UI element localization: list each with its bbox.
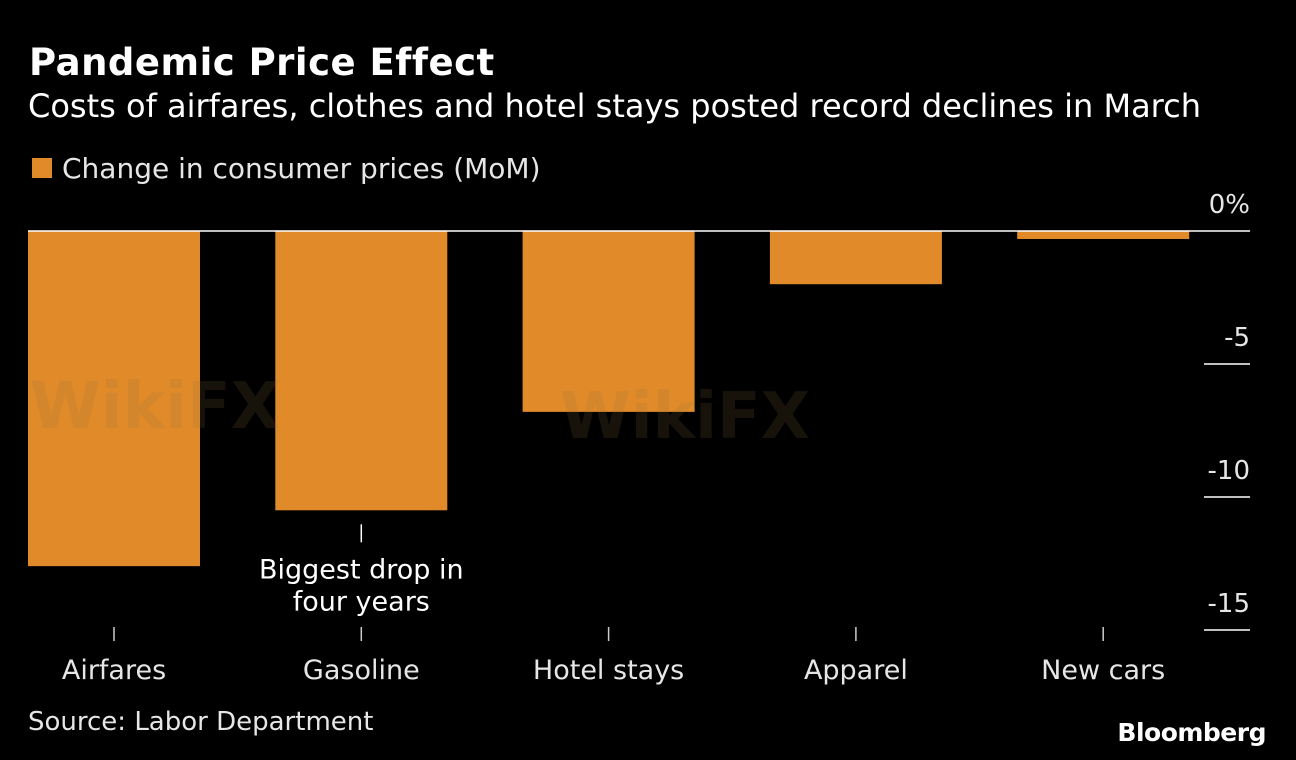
legend-label: Change in consumer prices (MoM) xyxy=(62,151,541,185)
bar-hotel-stays xyxy=(522,231,695,412)
x-tick-label: Gasoline xyxy=(303,655,420,686)
bar-airfares xyxy=(28,231,200,567)
x-tick-label: Hotel stays xyxy=(533,655,684,686)
y-tick-label: -15 xyxy=(1208,589,1250,619)
x-tick-label: New cars xyxy=(1041,655,1165,686)
y-tick-label: -10 xyxy=(1208,456,1250,486)
chart-subtitle: Costs of airfares, clothes and hotel sta… xyxy=(28,87,1201,125)
source-note: Source: Labor Department xyxy=(28,707,374,737)
x-tick-label: Airfares xyxy=(62,655,166,686)
annotation-text: Biggest drop in xyxy=(259,554,464,585)
y-tick-label: 0% xyxy=(1209,190,1250,220)
legend-swatch xyxy=(32,158,52,178)
annotation-text: four years xyxy=(293,586,430,617)
chart-title: Pandemic Price Effect xyxy=(29,41,495,84)
chart-area: 0% -5 -10 -15 Airfares Gasoline Hotel stays App… xyxy=(28,190,1250,686)
bar-apparel xyxy=(769,231,942,285)
chart-legend: Change in consumer prices (MoM) xyxy=(32,148,541,188)
x-tick-label: Apparel xyxy=(804,655,908,686)
bar-new-cars xyxy=(1017,231,1190,239)
y-tick-label: -5 xyxy=(1224,323,1250,353)
brand-logo: Bloomberg xyxy=(1117,718,1266,747)
bar-gasoline xyxy=(275,231,448,511)
